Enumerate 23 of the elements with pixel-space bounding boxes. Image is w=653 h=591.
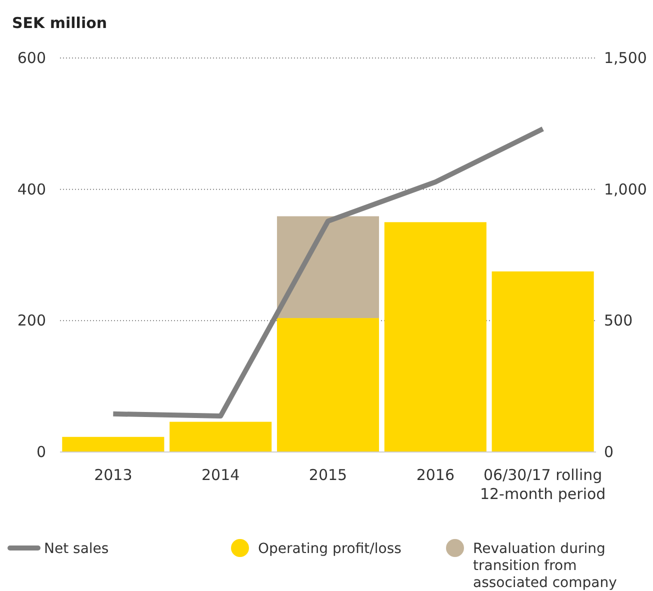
- bar: [492, 271, 594, 452]
- bar: [276, 216, 380, 318]
- y-axis-title: SEK million: [12, 14, 108, 32]
- bar: [62, 436, 164, 452]
- x-tick-label: 2015: [308, 466, 348, 484]
- y2-tick-label: 0: [604, 443, 614, 461]
- legend-label: Net sales: [44, 541, 109, 557]
- legend-label: Operating profit/loss: [258, 541, 402, 557]
- x-tick-label: 2013: [94, 466, 132, 484]
- legend-label: Revaluation during transition from associated company: [473, 541, 617, 591]
- y-tick-label: 400: [17, 180, 46, 198]
- y-tick-label: 600: [17, 49, 46, 67]
- y-tick-label: 200: [17, 312, 46, 330]
- bar: [384, 222, 486, 452]
- y-tick-label: 0: [36, 443, 46, 461]
- bar: [276, 318, 380, 452]
- x-tick-label: 06/30/17 rolling 12-month period: [480, 466, 606, 503]
- bar: [170, 422, 272, 452]
- y2-tick-label: 1,500: [604, 49, 647, 67]
- x-tick-label: 2014: [201, 466, 240, 484]
- y2-tick-label: 500: [604, 312, 633, 330]
- x-tick-label: 2016: [416, 466, 455, 484]
- y2-tick-label: 1,000: [604, 180, 647, 198]
